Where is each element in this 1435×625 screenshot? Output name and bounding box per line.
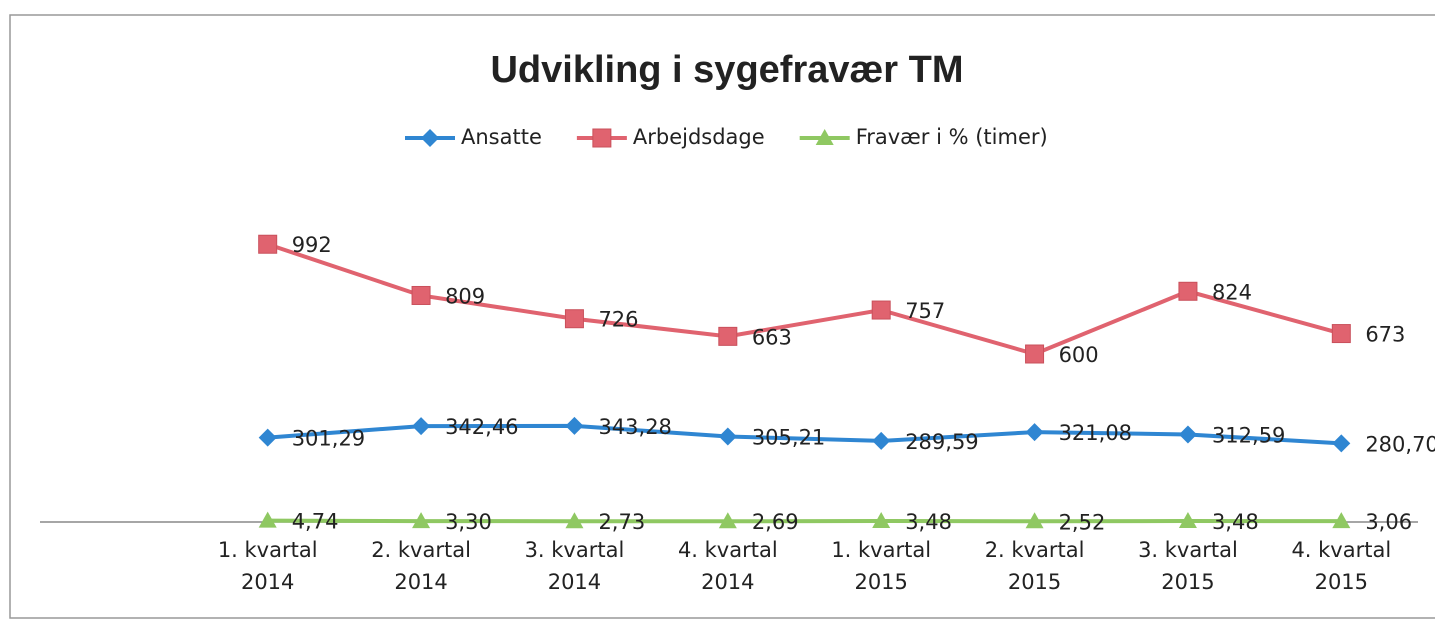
data-label: 312,59 (1212, 423, 1285, 447)
x-tick-label: 2. kvartal 2014 (371, 538, 471, 594)
data-label: 2,52 (1059, 510, 1106, 534)
x-tick-label: 1. kvartal 2014 (217, 538, 318, 594)
chart-title: Udvikling i sygefravær TM (490, 49, 963, 91)
data-label: 992 (292, 233, 332, 257)
chart-frame (9, 14, 1435, 619)
data-point (1178, 281, 1198, 301)
data-point (1332, 434, 1351, 453)
series-line (267, 518, 1342, 524)
data-point (872, 431, 891, 450)
data-label: 3,48 (1212, 510, 1259, 534)
data-point (1332, 512, 1351, 529)
data-point (718, 427, 737, 446)
data-label: 3,30 (445, 510, 492, 534)
data-point (718, 326, 738, 346)
data-point (258, 511, 277, 528)
x-tick-label: 3. kvartal 2015 (1138, 538, 1238, 594)
data-point (565, 512, 584, 529)
data-point (1025, 512, 1044, 529)
series-line (267, 242, 1342, 357)
data-point (565, 416, 584, 435)
data-label: 280,70 (1365, 432, 1435, 456)
data-point (411, 285, 431, 305)
legend-marker (815, 129, 834, 145)
data-label: 673 (1365, 323, 1405, 347)
data-label: 2,69 (752, 510, 799, 534)
data-point (258, 234, 278, 254)
data-point (564, 309, 584, 329)
data-point (412, 512, 431, 529)
data-label: 3,06 (1365, 510, 1412, 534)
data-label: 305,21 (752, 426, 825, 450)
data-label: 757 (905, 299, 945, 323)
data-label: 342,46 (445, 415, 518, 439)
data-label: 4,74 (292, 510, 339, 534)
data-label: 600 (1059, 343, 1099, 367)
data-point (258, 428, 277, 447)
data-point (718, 512, 737, 529)
data-label: 663 (752, 325, 792, 349)
data-label: 809 (445, 284, 485, 308)
x-tick-label: 4. kvartal 2014 (677, 538, 778, 594)
data-point (1331, 324, 1351, 344)
data-label: 289,59 (905, 430, 978, 454)
data-point (871, 300, 891, 320)
data-label: 726 (598, 308, 638, 332)
legend-marker (421, 129, 439, 147)
legend-label: Arbejdsdage (633, 125, 765, 149)
x-tick-label: 4. kvartal 2015 (1291, 538, 1392, 594)
data-point (1025, 344, 1045, 364)
data-label: 2,73 (598, 510, 645, 534)
data-point (872, 512, 891, 529)
x-tick-label: 3. kvartal 2014 (524, 538, 625, 594)
legend-label: Ansatte (461, 125, 542, 149)
data-label: 3,48 (905, 510, 952, 534)
data-point (412, 417, 431, 436)
data-point (1025, 423, 1044, 442)
series-line (267, 423, 1342, 446)
data-point (1178, 512, 1197, 529)
data-label: 321,08 (1059, 421, 1132, 445)
data-point (1178, 425, 1197, 444)
legend-marker (592, 128, 612, 148)
x-tick-label: 1. kvartal 2015 (831, 538, 932, 594)
data-label: 343,28 (598, 415, 671, 439)
data-label: 824 (1212, 280, 1252, 304)
legend-label: Fravær i % (timer) (856, 125, 1048, 149)
data-label: 301,29 (292, 427, 365, 451)
x-tick-label: 2. kvartal 2015 (984, 538, 1085, 594)
